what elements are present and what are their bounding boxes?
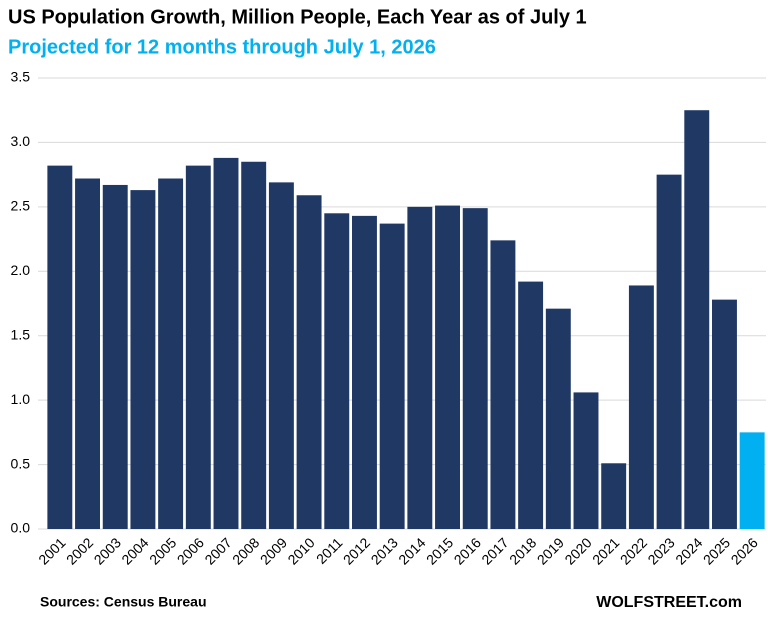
x-tick-label: 2008 bbox=[229, 534, 262, 567]
bar bbox=[684, 110, 710, 529]
bar bbox=[130, 190, 156, 529]
y-tick-label: 3.0 bbox=[11, 133, 31, 149]
brand: WOLFSTREET.com bbox=[596, 594, 742, 611]
x-tick-label: 2002 bbox=[63, 534, 96, 567]
y-tick-label: 3.5 bbox=[11, 69, 31, 85]
x-tick-label: 2025 bbox=[700, 534, 733, 567]
x-tick-label: 2024 bbox=[672, 534, 705, 567]
bar bbox=[628, 285, 654, 529]
bar bbox=[213, 157, 239, 530]
bar bbox=[185, 165, 211, 529]
x-tick-label: 2011 bbox=[313, 534, 346, 567]
y-tick-label: 1.5 bbox=[11, 326, 31, 342]
bar bbox=[518, 281, 544, 529]
x-tick-label: 2007 bbox=[201, 534, 234, 567]
x-tick-label: 2015 bbox=[423, 534, 456, 567]
bar bbox=[601, 463, 627, 529]
x-tick-label: 2013 bbox=[368, 534, 401, 567]
y-tick-label: 2.0 bbox=[11, 262, 31, 278]
bar bbox=[324, 213, 350, 530]
x-tick-label: 2019 bbox=[534, 534, 567, 567]
x-tick-label: 2005 bbox=[146, 534, 179, 567]
x-tick-label: 2023 bbox=[644, 534, 677, 567]
bar bbox=[490, 240, 516, 530]
bar bbox=[47, 165, 73, 529]
x-tick-label: 2017 bbox=[478, 534, 511, 567]
x-tick-label: 2018 bbox=[506, 534, 539, 567]
x-tick-label: 2021 bbox=[589, 534, 622, 567]
chart-title: US Population Growth, Million People, Ea… bbox=[8, 6, 587, 28]
bar bbox=[573, 392, 599, 529]
y-tick-label: 0.5 bbox=[11, 455, 31, 471]
x-tick-label: 2026 bbox=[728, 534, 761, 567]
x-tick-label: 2014 bbox=[395, 534, 428, 567]
bar bbox=[545, 308, 571, 529]
bar bbox=[462, 208, 488, 529]
bar bbox=[739, 432, 765, 529]
y-tick-label: 1.0 bbox=[11, 391, 31, 407]
bar bbox=[656, 174, 682, 529]
x-tick-label: 2010 bbox=[284, 534, 317, 567]
x-tick-label: 2012 bbox=[340, 534, 373, 567]
x-tick-label: 2006 bbox=[174, 534, 207, 567]
source: Sources: Census Bureau bbox=[40, 594, 207, 610]
bar bbox=[435, 205, 460, 529]
y-tick-label: 0.0 bbox=[11, 520, 31, 536]
chart-subtitle: Projected for 12 months through July 1, … bbox=[8, 36, 436, 58]
bar bbox=[712, 299, 737, 529]
bar bbox=[158, 178, 184, 529]
x-tick-label: 2003 bbox=[91, 534, 124, 567]
x-tick-label: 2001 bbox=[35, 534, 68, 567]
x-tick-label: 2009 bbox=[257, 534, 290, 567]
bar bbox=[379, 223, 405, 529]
y-tick-label: 2.5 bbox=[11, 198, 31, 214]
bar bbox=[407, 206, 433, 529]
x-tick-label: 2020 bbox=[561, 534, 594, 567]
bar bbox=[241, 161, 267, 529]
bar bbox=[296, 195, 322, 529]
bar bbox=[75, 178, 100, 529]
bar bbox=[102, 184, 128, 530]
x-tick-label: 2022 bbox=[617, 534, 650, 567]
bar bbox=[268, 182, 294, 530]
x-tick-label: 2004 bbox=[118, 534, 151, 567]
bar bbox=[352, 215, 377, 529]
x-tick-label: 2016 bbox=[451, 534, 484, 567]
